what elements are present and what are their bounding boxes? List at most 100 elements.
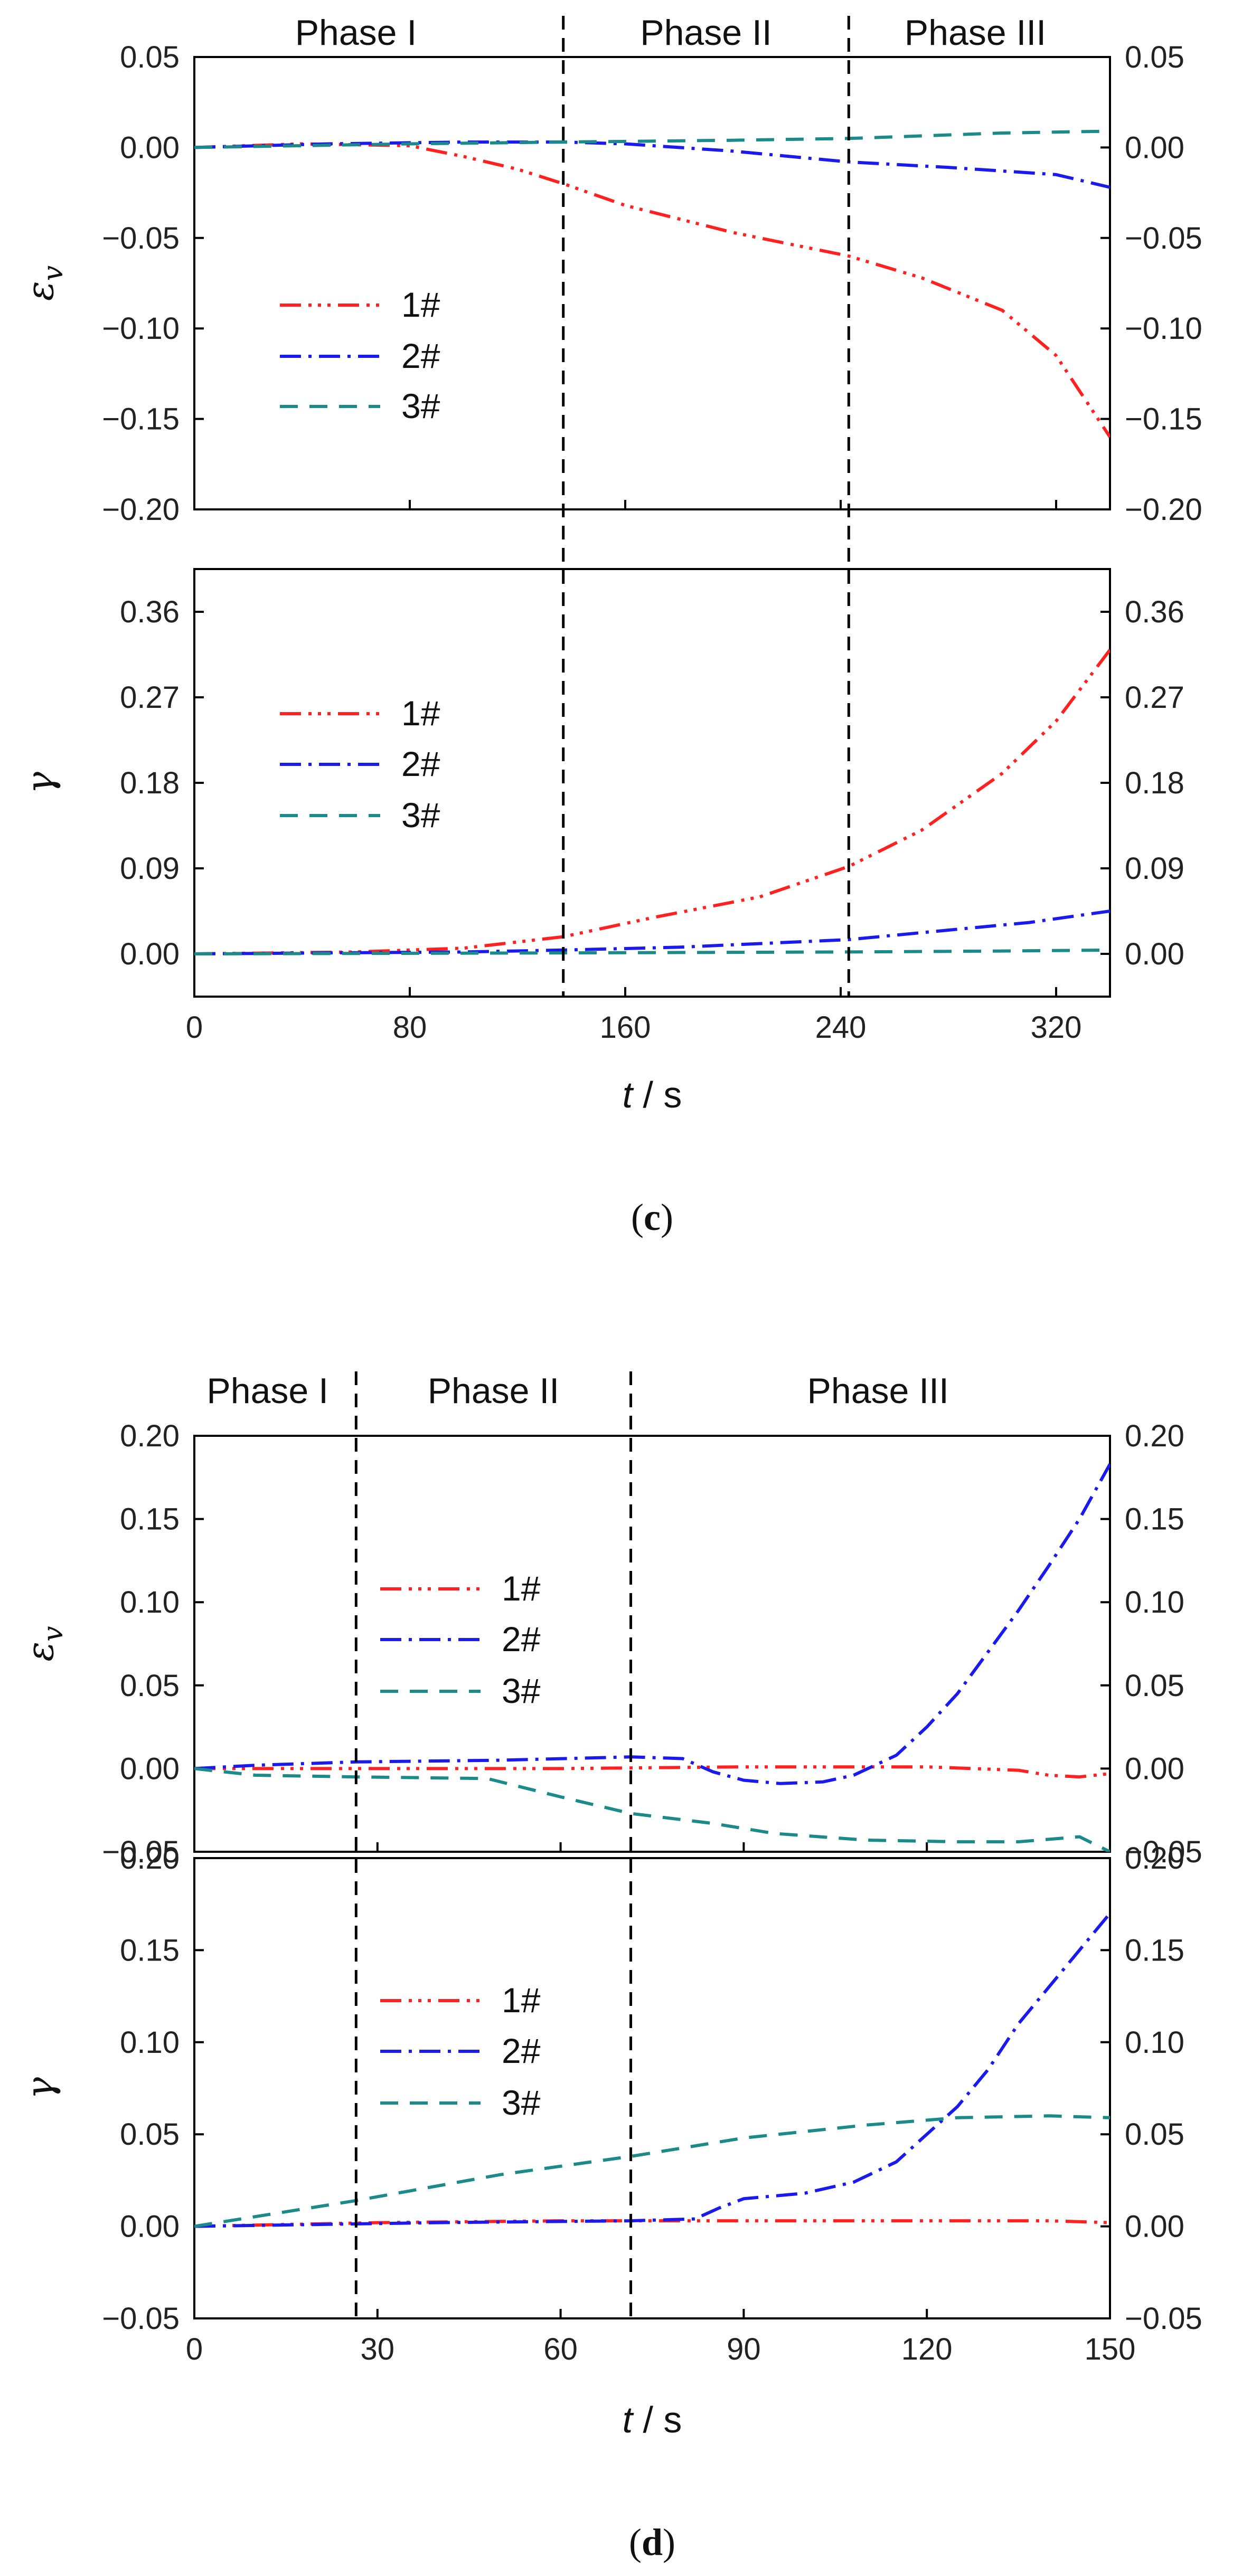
xtick-label: 320 <box>1031 1010 1082 1045</box>
xtick-label: 160 <box>600 1010 651 1045</box>
ytick-label-left: −0.05 <box>102 1835 180 1869</box>
plot-frames <box>193 56 1111 2319</box>
ytick-label-left: 0.05 <box>120 1669 180 1703</box>
phase-label-d-3: Phase III <box>807 1371 949 1411</box>
series-line-c-gamma-2 <box>194 910 1110 955</box>
ylabel-d-gamma: γ <box>18 2077 62 2099</box>
phase-label-d-1: Phase I <box>206 1371 328 1411</box>
ytick-label-right: 0.05 <box>1125 40 1184 74</box>
legend-label-1: 1# <box>401 285 440 324</box>
ytick-label-left: 0.10 <box>120 1585 180 1620</box>
ytick-label-right: −0.05 <box>1125 221 1202 255</box>
ytick-label-left: 0.15 <box>120 1933 180 1967</box>
plot-frame-d-ev <box>193 1435 1111 1853</box>
legend-label-3: 3# <box>401 795 440 835</box>
ytick-label-left: 0.20 <box>120 1419 180 1453</box>
ytick-label-right: 0.09 <box>1125 851 1184 886</box>
ytick-label-right: −0.05 <box>1125 1835 1202 1869</box>
ytick-label-left: 0.05 <box>120 40 180 74</box>
caption-c: (c) <box>631 1196 673 1238</box>
ytick-label-left: 0.00 <box>120 130 180 165</box>
series-line-c-gamma-1 <box>194 649 1110 955</box>
legend-label-3: 3# <box>502 2083 541 2122</box>
series-line-d-ev-3 <box>194 1767 1110 1852</box>
ytick-label-left: 0.15 <box>120 1502 180 1537</box>
xtick-label: 30 <box>361 2332 395 2366</box>
series-line-d-ev-2 <box>194 1463 1110 1785</box>
legend-label-3: 3# <box>401 386 440 425</box>
plot-frame-c-gamma <box>193 568 1111 998</box>
series-line-d-gamma-2 <box>194 1912 1110 2228</box>
xlabel-d: t / s <box>623 2399 682 2440</box>
ytick-label-left: 0.36 <box>120 595 180 629</box>
ytick-label-right: 0.00 <box>1125 1751 1184 1786</box>
ytick-label-right: 0.00 <box>1125 2210 1184 2244</box>
ytick-label-right: 0.05 <box>1125 2117 1184 2152</box>
xtick-label: 0 <box>186 1010 203 1045</box>
ytick-label-left: 0.10 <box>120 2025 180 2060</box>
legend-label-1: 1# <box>401 694 440 733</box>
xtick-label: 240 <box>815 1010 867 1045</box>
ytick-label-right: 0.27 <box>1125 680 1184 715</box>
xtick-label: 120 <box>901 2332 953 2366</box>
legend-label-2: 2# <box>401 744 440 783</box>
caption-d: (d) <box>629 2521 675 2563</box>
series-line-d-gamma-1 <box>194 2219 1110 2228</box>
data-series <box>194 16 1110 2318</box>
xlabel-c: t / s <box>623 1074 682 1115</box>
ytick-label-left: 0.27 <box>120 680 180 715</box>
ylabel-d-ev: εv <box>18 1626 69 1662</box>
legend-label-1: 1# <box>502 1569 541 1608</box>
plot-frame-c-ev <box>193 56 1111 510</box>
ytick-label-left: 0.09 <box>120 851 180 886</box>
xtick-label: 150 <box>1085 2332 1136 2366</box>
ytick-label-left: −0.05 <box>102 2302 180 2336</box>
xtick-label: 90 <box>727 2332 761 2366</box>
legend-label-2: 2# <box>502 2031 541 2070</box>
plot-frame-d-gamma <box>193 1857 1111 2319</box>
ytick-label-left: 0.00 <box>120 1751 180 1786</box>
ytick-label-right: 0.36 <box>1125 595 1184 629</box>
ylabel-c-gamma: γ <box>18 772 62 794</box>
ytick-label-right: 0.20 <box>1125 1419 1184 1453</box>
phase-label-c-3: Phase III <box>905 13 1046 53</box>
ytick-label-left: 0.20 <box>120 1841 180 1876</box>
ytick-label-right: 0.00 <box>1125 937 1184 971</box>
legend-label-2: 2# <box>502 1620 541 1659</box>
series-line-c-ev-2 <box>194 140 1110 189</box>
xtick-label: 0 <box>186 2332 203 2366</box>
legend-label-2: 2# <box>401 336 440 375</box>
ytick-label-right: 0.18 <box>1125 766 1184 800</box>
ytick-label-left: 0.05 <box>120 2117 180 2152</box>
ytick-label-left: −0.20 <box>102 493 180 527</box>
ytick-label-right: 0.20 <box>1125 1841 1184 1876</box>
phase-label-c-2: Phase II <box>640 13 772 53</box>
ytick-label-left: −0.15 <box>102 402 180 437</box>
series-line-c-ev-3 <box>194 129 1110 149</box>
ytick-label-left: −0.05 <box>102 221 180 255</box>
ytick-label-right: −0.10 <box>1125 311 1202 346</box>
phase-label-c-1: Phase I <box>295 13 417 53</box>
ytick-label-right: 0.00 <box>1125 130 1184 165</box>
series-line-d-ev-1 <box>194 1765 1110 1779</box>
text-labels: Phase I Phase II Phase III 0.05 0.05 0.00 0.00… <box>18 13 1202 2563</box>
series-line-d-gamma-3 <box>194 2114 1110 2228</box>
xtick-label: 80 <box>393 1010 427 1045</box>
ylabel-c-ev: εv <box>18 266 69 301</box>
ytick-label-right: 0.05 <box>1125 1669 1184 1703</box>
ytick-label-right: 0.15 <box>1125 1502 1184 1537</box>
xtick-label: 60 <box>543 2332 578 2366</box>
ytick-label-right: 0.10 <box>1125 2025 1184 2060</box>
ytick-label-right: −0.05 <box>1125 2302 1202 2336</box>
phase-label-d-2: Phase II <box>428 1371 560 1411</box>
ytick-label-left: −0.10 <box>102 311 180 346</box>
ytick-label-left: 0.18 <box>120 766 180 800</box>
legend-label-3: 3# <box>502 1671 541 1710</box>
series-line-c-ev-1 <box>194 142 1110 438</box>
ytick-label-left: 0.00 <box>120 937 180 971</box>
ytick-label-right: 0.15 <box>1125 1933 1184 1967</box>
ytick-label-right: 0.10 <box>1125 1585 1184 1620</box>
legend-label-1: 1# <box>502 1981 541 2020</box>
ytick-label-right: −0.15 <box>1125 402 1202 437</box>
